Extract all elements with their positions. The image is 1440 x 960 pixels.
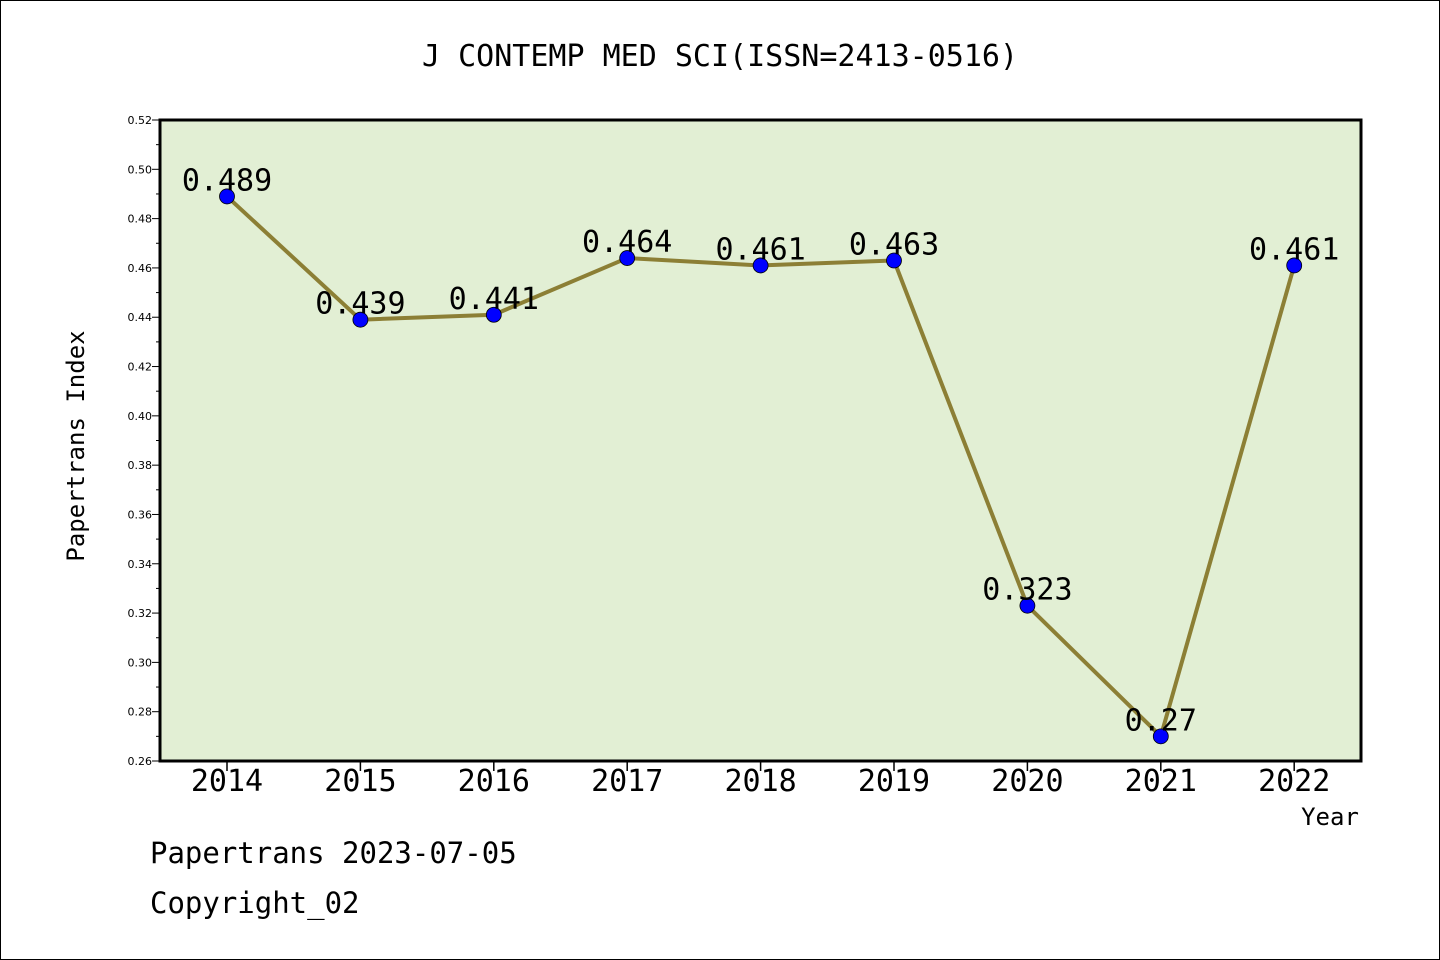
data-point — [1152, 728, 1169, 745]
data-point — [752, 257, 769, 274]
x-tick-label: 2021 — [1125, 764, 1197, 799]
data-point — [485, 306, 502, 323]
y-tick-label: 0.32 — [128, 607, 153, 620]
plot-area — [158, 118, 1363, 763]
y-tick-label: 0.46 — [128, 262, 153, 275]
x-axis: 2014 2015 2016 2017 2018 2019 2020 2021 2022 — [191, 761, 1330, 799]
y-tick-label: 0.36 — [128, 508, 153, 521]
y-tick-label: 0.40 — [128, 410, 153, 423]
data-label: 0.461 — [1249, 232, 1339, 267]
y-tick-label: 0.26 — [128, 755, 153, 768]
y-tick-label: 0.38 — [128, 459, 153, 472]
y-tick-label: 0.44 — [128, 311, 153, 324]
x-tick-label: 2022 — [1258, 764, 1330, 799]
data-point — [1019, 597, 1036, 614]
chart-title: J CONTEMP MED SCI(ISSN=2413-0516) — [422, 39, 1018, 74]
footer-copyright: Copyright_02 — [150, 886, 360, 921]
data-point — [619, 250, 636, 266]
y-axis: 0.26 0.28 0.30 0.32 0.34 0.36 0.38 0.40 0.42 0.44… — [128, 114, 160, 768]
data-label: 0.441 — [449, 282, 539, 317]
y-tick-label: 0.34 — [128, 558, 153, 571]
data-label: 0.439 — [315, 287, 405, 322]
data-label: 0.464 — [582, 225, 672, 260]
x-tick-label: 2017 — [591, 764, 663, 799]
x-axis-label: Year — [1301, 803, 1359, 831]
y-tick-label: 0.52 — [128, 114, 153, 127]
y-tick-label: 0.50 — [128, 163, 153, 176]
series-group: 0.489 0.439 0.441 0.464 0.461 0.463 0.323 0.27 0… — [182, 163, 1339, 745]
data-label: 0.463 — [849, 228, 939, 263]
data-point — [1286, 257, 1303, 274]
data-point — [219, 188, 235, 205]
x-tick-label: 2016 — [458, 764, 530, 799]
data-label: 0.323 — [982, 573, 1072, 608]
y-tick-label: 0.30 — [128, 656, 153, 669]
y-tick-label: 0.28 — [128, 706, 153, 719]
y-tick-label: 0.48 — [128, 213, 153, 226]
x-tick-label: 2019 — [858, 764, 930, 799]
footer-date: Papertrans 2023-07-05 — [150, 836, 517, 870]
data-label: 0.27 — [1125, 703, 1197, 738]
data-label: 0.461 — [715, 232, 805, 267]
y-axis-label: Papertrans Index — [62, 330, 90, 561]
x-tick-label: 2015 — [324, 764, 396, 799]
x-tick-label: 2014 — [191, 764, 263, 799]
data-point — [352, 311, 369, 328]
data-point — [886, 252, 902, 269]
x-tick-label: 2018 — [724, 764, 796, 799]
x-tick-label: 2020 — [991, 764, 1063, 799]
data-label: 0.489 — [182, 163, 272, 198]
y-tick-label: 0.42 — [128, 361, 153, 374]
